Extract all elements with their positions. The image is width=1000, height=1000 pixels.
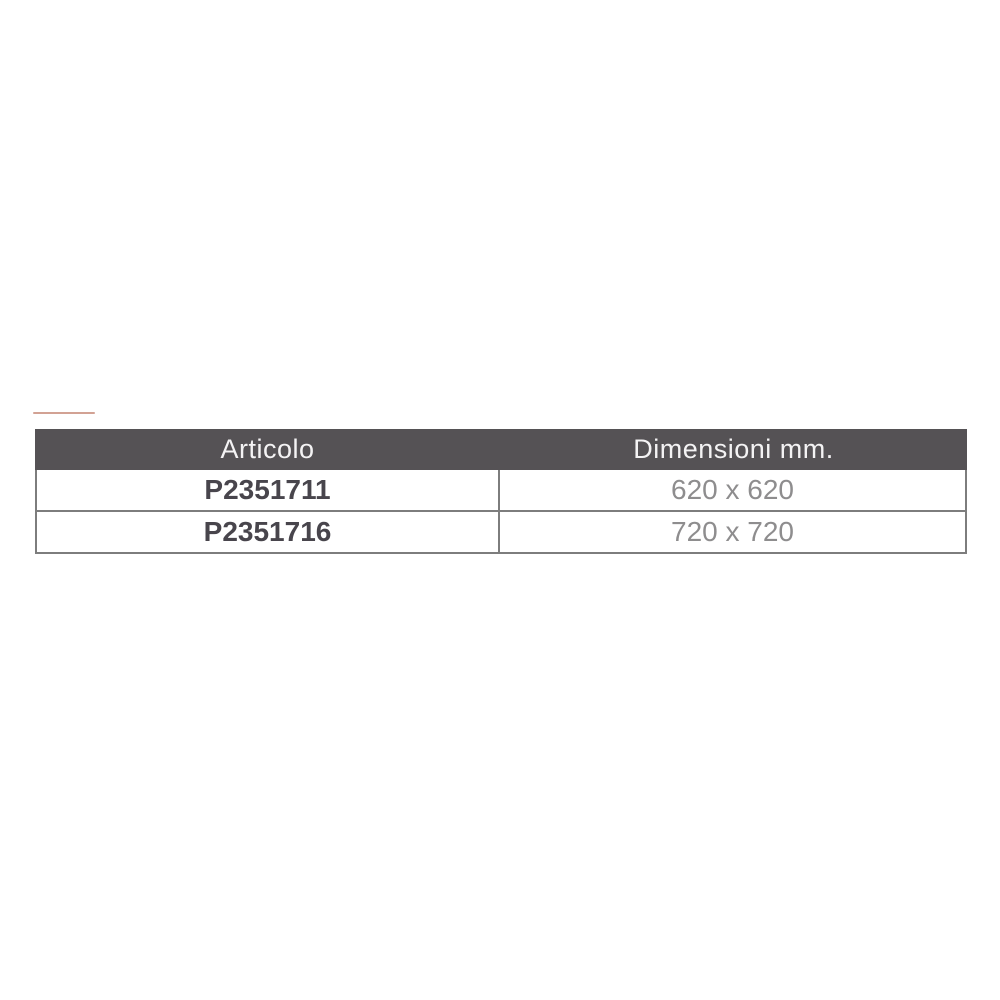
accent-line: [33, 412, 95, 414]
table-body: P2351711 620 x 620 P2351716 720 x 720: [35, 470, 967, 554]
column-header-articolo: Articolo: [220, 434, 315, 464]
article-cell: P2351711: [37, 470, 500, 510]
table-row: P2351711 620 x 620: [37, 470, 965, 510]
article-cell: P2351716: [37, 512, 500, 552]
column-header-dimensioni: Dimensioni mm.: [633, 434, 834, 464]
dimensions-cell: 620 x 620: [671, 474, 794, 505]
table-row: P2351716 720 x 720: [37, 510, 965, 552]
dimensions-cell: 720 x 720: [671, 516, 794, 547]
table-header-row: Articolo Dimensioni mm.: [35, 429, 967, 470]
product-spec-table: Articolo Dimensioni mm. P2351711 620 x 6…: [35, 429, 967, 554]
